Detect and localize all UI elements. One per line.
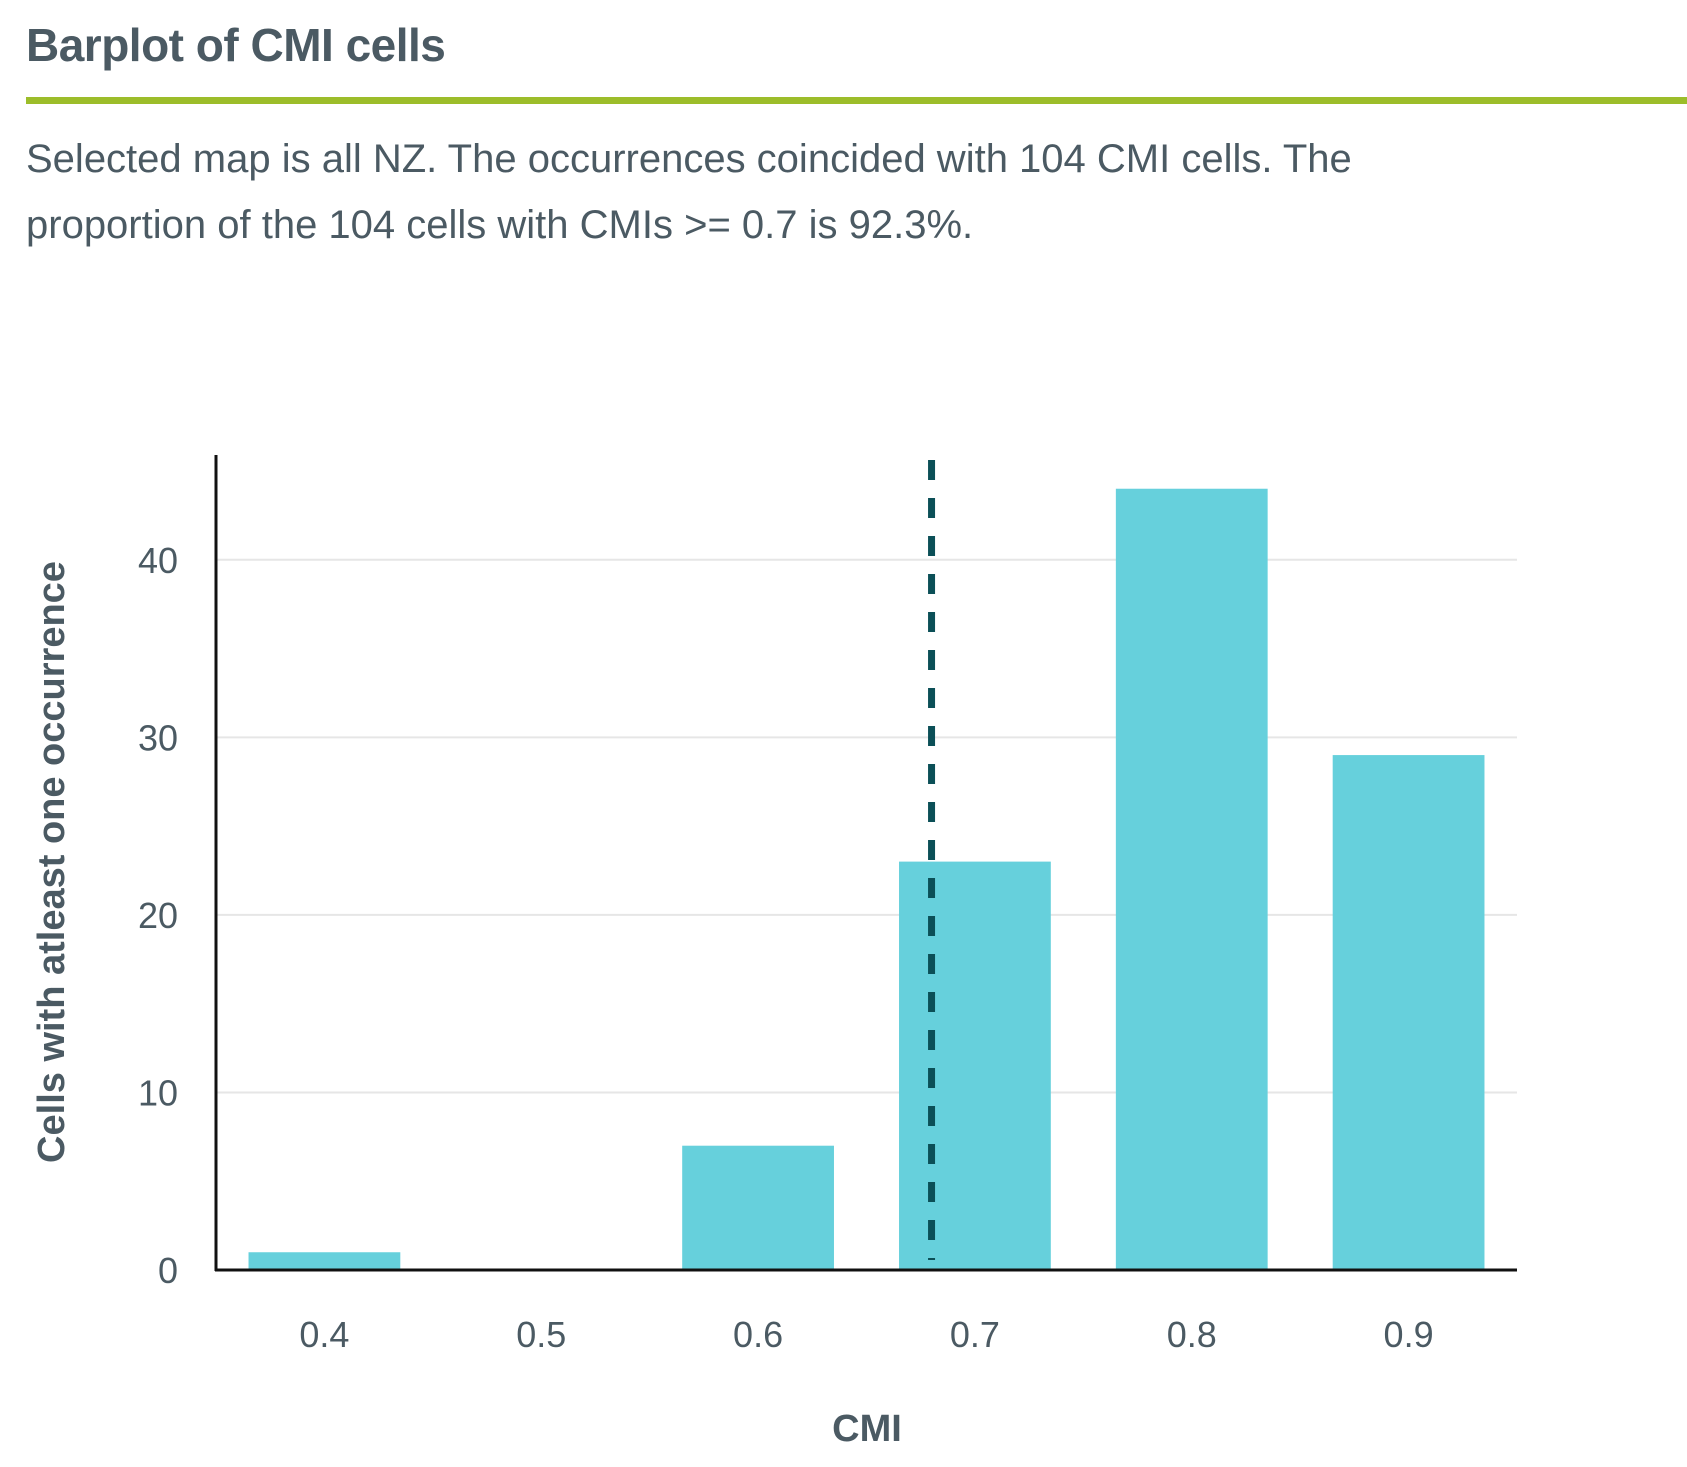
y-axis-title: Cells with atleast one occurrence xyxy=(31,561,73,1163)
y-tick-label: 0 xyxy=(158,1250,178,1291)
title-divider xyxy=(26,97,1687,104)
y-tick-label: 30 xyxy=(138,717,178,758)
y-tick-label: 10 xyxy=(138,1072,178,1113)
y-tick-label: 20 xyxy=(138,895,178,936)
page-title: Barplot of CMI cells xyxy=(26,19,446,71)
x-tick-label: 0.7 xyxy=(950,1314,1000,1355)
x-tick-label: 0.8 xyxy=(1167,1314,1217,1355)
bar-0.6 xyxy=(682,1145,834,1270)
x-axis-title: CMI xyxy=(832,1408,902,1450)
summary-text: Selected map is all NZ. The occurrences … xyxy=(26,126,1586,258)
bar-0.8 xyxy=(1115,488,1268,1270)
tick-labels: 0 10 20 30 40 0.4 0.5 0.6 0.7 0.8 0.9 xyxy=(138,540,1434,1355)
bar-0.9 xyxy=(1332,755,1485,1270)
bar-0.7 xyxy=(899,861,1051,1270)
summary-line-2: proportion of the 104 cells with CMIs >=… xyxy=(26,203,974,247)
x-tick-label: 0.9 xyxy=(1384,1314,1434,1355)
axes xyxy=(214,455,1517,1272)
x-tick-label: 0.5 xyxy=(516,1314,566,1355)
y-tick-label: 40 xyxy=(138,540,178,581)
gridlines xyxy=(216,558,1517,1094)
bars xyxy=(248,488,1485,1270)
x-tick-label: 0.6 xyxy=(733,1314,783,1355)
summary-line-1: Selected map is all NZ. The occurrences … xyxy=(26,137,1352,181)
x-tick-label: 0.4 xyxy=(299,1314,349,1355)
bar-0.4 xyxy=(248,1252,401,1270)
